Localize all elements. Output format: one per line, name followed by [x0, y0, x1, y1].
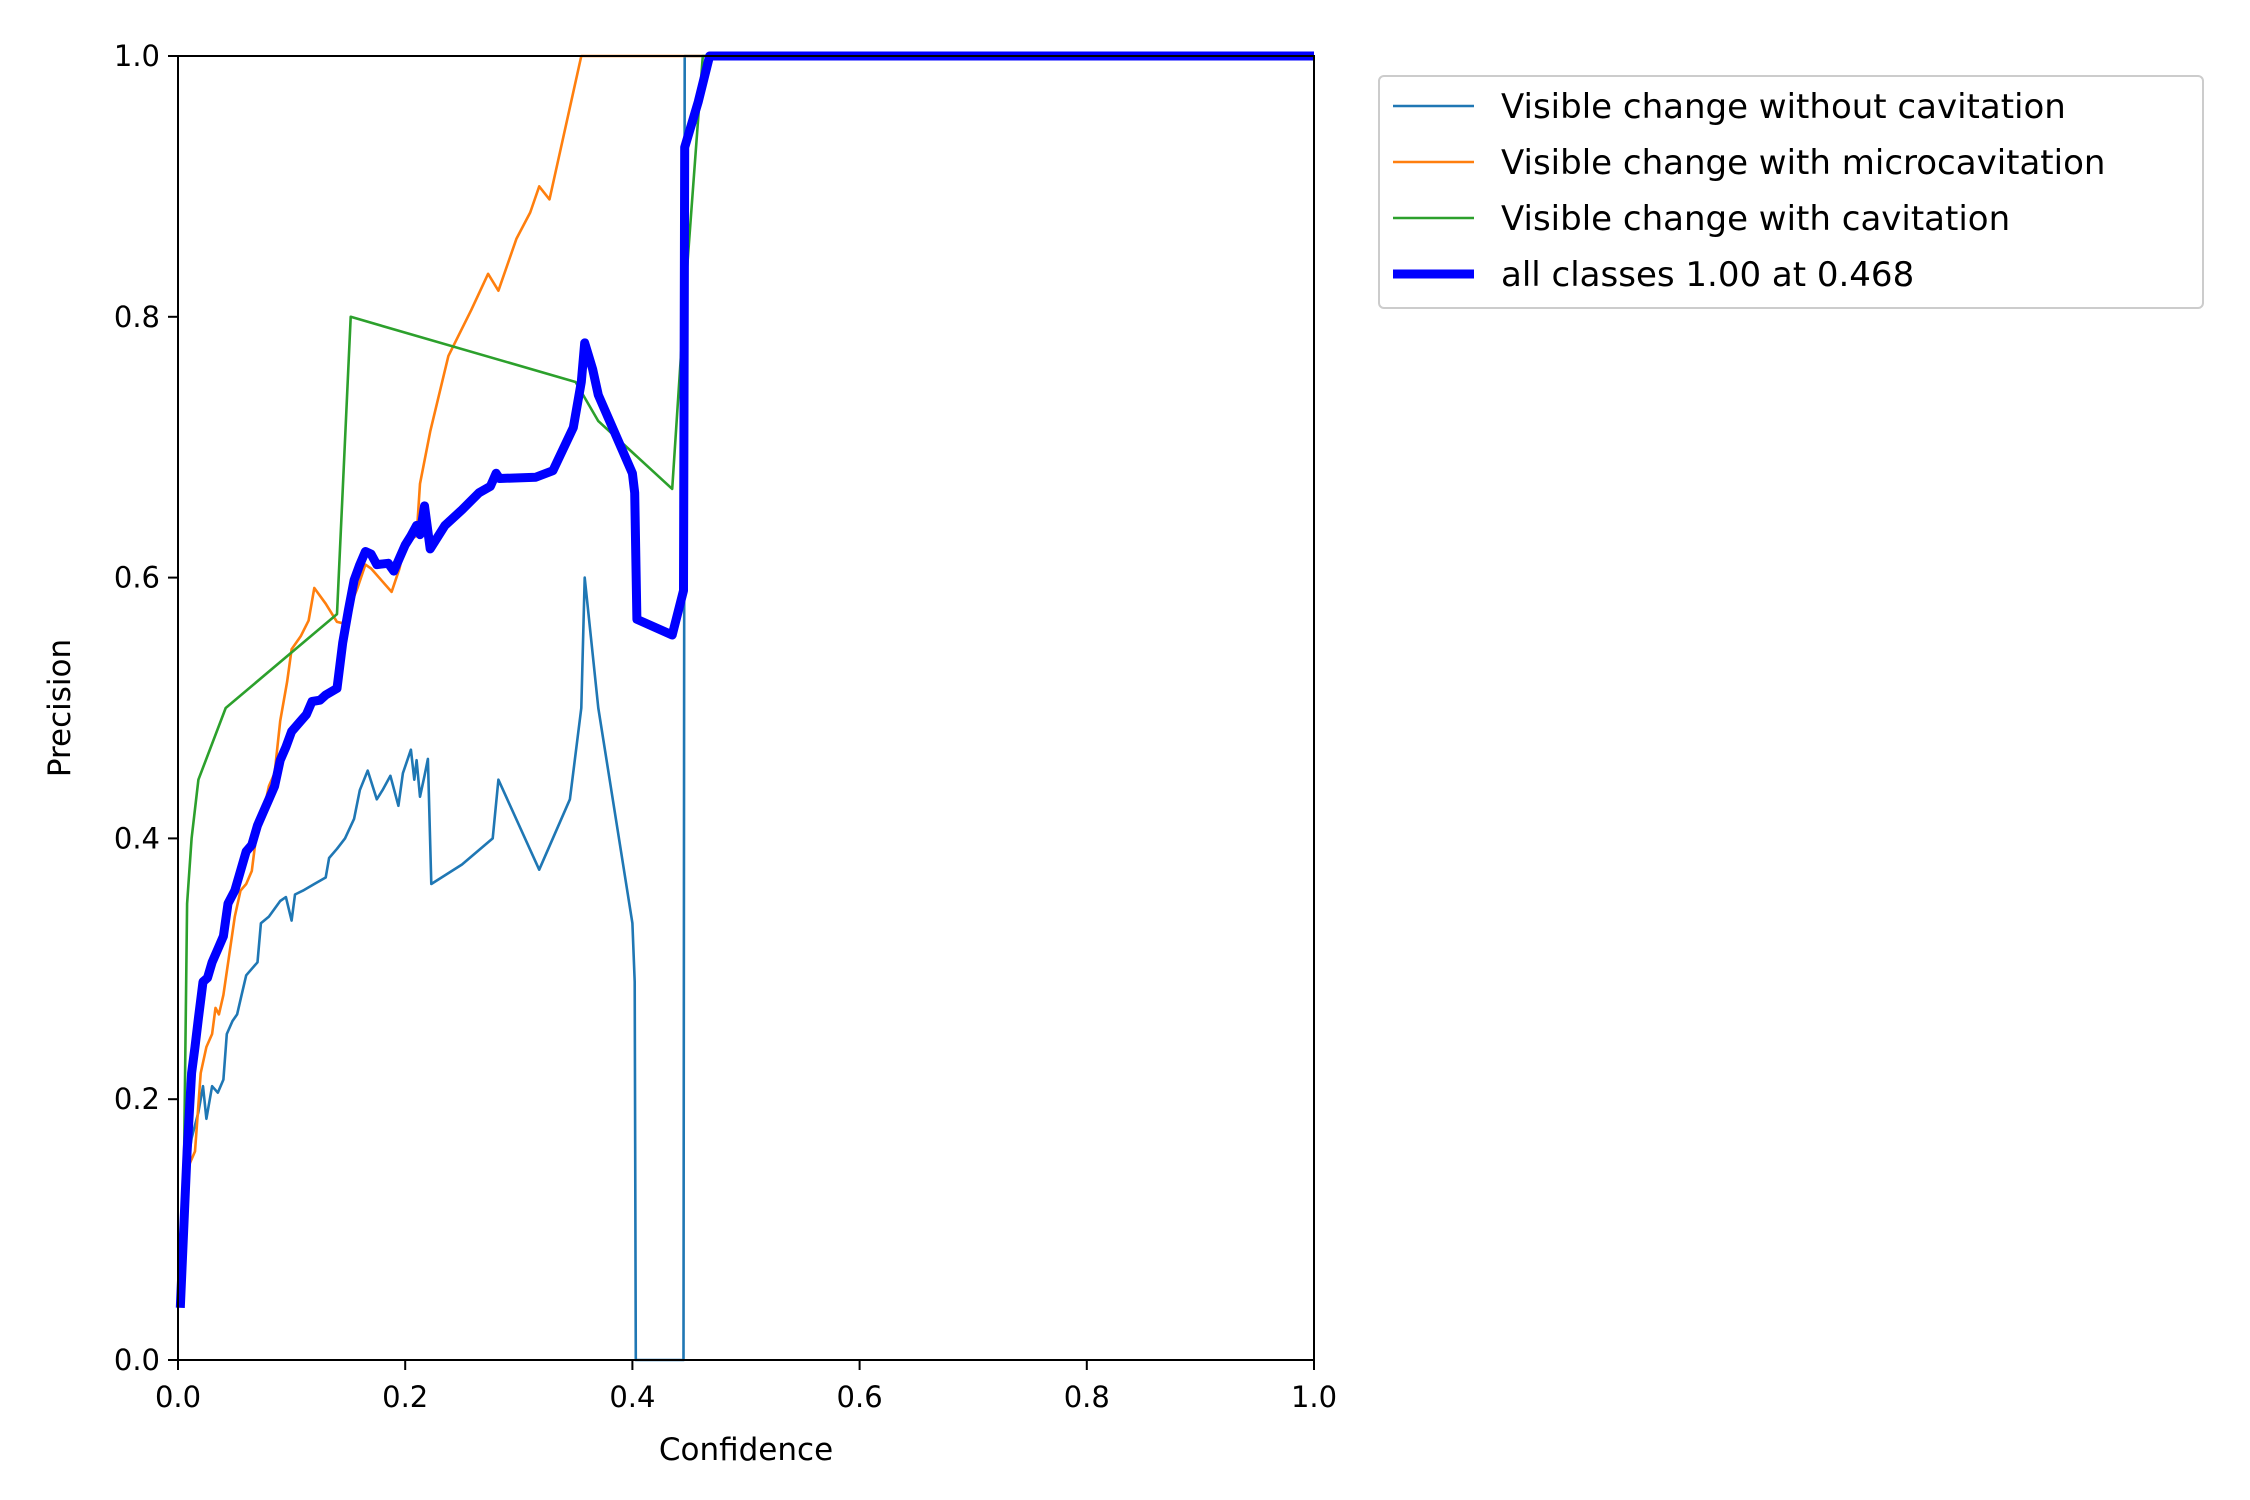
- legend-entry-2: Visible change with microcavitation: [1501, 143, 2105, 183]
- series-line-4: [175, 51, 1314, 1308]
- y-tick-label: 0.2: [114, 1082, 160, 1116]
- x-axis: 0.0 0.2 0.4 0.6 0.8 1.0: [155, 1360, 1337, 1414]
- series-line-1: [182, 54, 1314, 1362]
- x-tick-label: 1.0: [1291, 1380, 1337, 1414]
- series-line-2: [182, 54, 1314, 1191]
- legend-entry-4: all classes 1.00 at 0.468: [1501, 255, 1914, 295]
- x-tick-label: 0.4: [609, 1380, 655, 1414]
- y-tick-label: 0.4: [114, 821, 160, 855]
- legend-entry-3: Visible change with cavitation: [1501, 199, 2010, 239]
- x-tick-label: 0.2: [382, 1380, 428, 1414]
- y-tick-label: 0.8: [114, 300, 160, 334]
- y-tick-label: 1.0: [114, 39, 160, 73]
- plot-area-background: [178, 56, 1314, 1360]
- legend-frame: [1378, 75, 2204, 309]
- x-tick-label: 0.6: [837, 1380, 883, 1414]
- y-axis-label: Precision: [42, 639, 78, 777]
- y-tick-label: 0.6: [114, 561, 160, 595]
- x-tick-label: 0.8: [1064, 1380, 1110, 1414]
- legend-entry-1: Visible change without cavitation: [1501, 87, 2066, 127]
- y-axis: 0.0 0.2 0.4 0.6 0.8 1.0: [114, 39, 178, 1377]
- y-tick-label: 0.0: [114, 1343, 160, 1377]
- x-tick-label: 0.0: [155, 1380, 201, 1414]
- series-layer: [175, 51, 1314, 1362]
- plot-frame: [177, 55, 1315, 1361]
- x-axis-label: Confidence: [659, 1432, 833, 1468]
- legend: Visible change without cavitation Visible…: [1378, 75, 2204, 309]
